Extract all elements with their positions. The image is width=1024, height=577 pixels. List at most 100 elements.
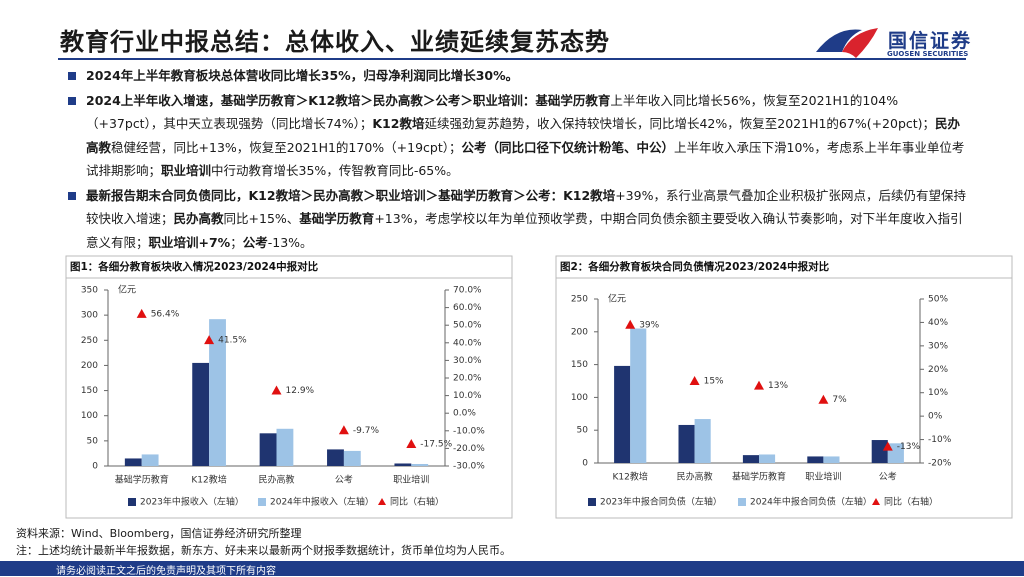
data-label: -13% [897,442,921,452]
y2-tick-label: 0% [928,412,943,422]
y-tick-label: 100 [81,411,98,421]
slide-title: 教育行业中报总结：总体收入、业绩延续复苏态势 [60,28,610,56]
triangle-marker [754,380,764,390]
y2-tick-label: 20% [928,365,948,375]
triangle-marker [406,439,417,448]
legend-marker [128,498,136,506]
data-label: 39% [639,320,659,330]
bullet-text: 公考（同比口径下仅统计粉笔、中公） [461,139,675,155]
data-label: 13% [768,381,788,391]
bar [192,362,210,466]
y-tick-label: 0 [92,462,98,472]
bullet-text: -13%。 [267,234,313,250]
x-tick-label: 公考 [335,475,353,486]
legend-label: 2023年中报合同负债（左轴） [600,496,722,508]
bullet-text: 职业培训 [161,163,212,178]
bar [694,419,711,463]
bullet-text: 中行动教育增长35%，传智教育同比-65%。 [211,163,459,178]
data-label: 12.9% [286,386,315,396]
bullet-text: +39%，系行业高景气叠加企业积极扩张网点，后续仍有望保持较快收入增速； [86,187,966,227]
bullet: 2024年上半年教育板块总体营收同比增长35%，归母净利润同比增长30%。 [66,64,966,88]
bar [871,440,888,463]
y2-tick-label: -10% [928,435,952,445]
logo-subtext: GUOSEN SECURITIES [887,50,969,58]
bar [327,449,344,466]
bullet-text: ； [230,234,243,250]
y2-tick-label: 40% [928,318,948,328]
logo-text: 国信证券 [888,30,973,52]
bar [343,450,361,466]
x-tick-label: 民办高教 [258,474,294,486]
bar [124,458,142,466]
triangle-marker [625,319,636,329]
y2-tick-label: 60.0% [453,303,482,313]
y-tick-label: 200 [571,327,588,337]
bar [394,463,412,466]
legend-label: 2024年中报合同负债（左轴） [750,496,872,508]
disclaimer: 请务必阅读正文之后的免责声明及其项下所有内容 [56,566,276,577]
bullet-text: 延续强劲复苏趋势，收入保持较快增长，同比增长42%，恢复至2021H1的67%(… [424,116,936,131]
bar [678,424,695,463]
y2-tick-label: -30.0% [453,462,485,472]
bullet-text: 公考 [242,234,268,250]
bullet-text: 2024年上半年教育板块总体营收同比增长35%，归母净利润同比增长30%。 [86,68,519,83]
y-tick-label: 150 [81,386,98,396]
bullet-text: K12教培 [372,116,425,131]
y-unit: 亿元 [608,293,626,305]
x-tick-label: 基础学历教育 [732,471,786,483]
y2-tick-label: 40.0% [453,338,482,348]
legend-marker [872,498,880,505]
bullet-text: 稳健经营，同比+13%，恢复至2021H1的170%（+19cpt）； [111,139,462,155]
x-tick-label: 职业培训 [393,474,429,486]
title-rule [58,58,966,60]
triangle-marker [882,441,893,451]
bullet-text: K12教培 [563,187,616,203]
source-note: 资料来源：Wind、Bloomberg，国信证券经济研究所整理 [16,527,302,540]
bar [259,433,277,466]
y-tick-label: 0 [582,459,588,469]
bar [742,455,759,463]
y2-tick-label: 30.0% [453,356,482,366]
bullet-list: 2024年上半年教育板块总体营收同比增长35%，归母净利润同比增长30%。 202… [66,64,966,255]
bullet-text: 基础学历教育 [535,92,611,108]
y2-tick-label: 70.0% [453,286,482,296]
y2-tick-label: -20% [928,459,952,469]
triangle-marker [689,376,700,385]
bar [411,463,429,466]
y2-tick-label: 10% [928,388,948,398]
bullet-text: 2024上半年收入增速，基础学历教育＞K12教培＞民办高教＞公考＞职业培训： [86,92,536,108]
y-tick-label: 50 [577,426,589,436]
y-tick-label: 350 [81,286,98,296]
y2-tick-label: 50.0% [453,321,482,331]
triangle-marker [818,394,829,404]
x-tick-label: K12教培 [613,471,648,483]
triangle-marker [204,335,215,345]
y2-tick-label: 10.0% [453,391,482,401]
bar [759,454,776,463]
triangle-marker [338,425,349,435]
x-tick-label: 公考 [879,472,897,483]
bar [276,428,294,466]
x-tick-label: 民办高教 [677,471,713,483]
logo-mark [816,28,878,58]
y-tick-label: 300 [81,311,98,321]
legend-label: 同比（右轴） [390,496,444,508]
x-tick-label: 基础学历教育 [115,474,169,486]
y2-tick-label: 30% [928,341,948,351]
data-label: 41.5% [218,336,247,346]
legend-label: 2024年中报收入（左轴） [270,496,374,508]
y-tick-label: 150 [571,360,588,370]
legend-marker [588,498,596,506]
y2-tick-label: 50% [928,295,948,305]
x-tick-label: K12教培 [191,474,226,486]
y-tick-label: 250 [571,295,588,305]
y-tick-label: 250 [81,336,98,346]
y2-tick-label: 20.0% [453,374,482,384]
bullet-text: 民办高教 [173,211,224,226]
y-tick-label: 200 [81,361,98,371]
bullet: 2024上半年收入增速，基础学历教育＞K12教培＞民办高教＞公考＞职业培训：基础… [66,89,966,183]
legend-label: 2023年中报收入（左轴） [140,496,244,508]
chart-frame [65,255,513,519]
legend-marker [738,498,746,506]
